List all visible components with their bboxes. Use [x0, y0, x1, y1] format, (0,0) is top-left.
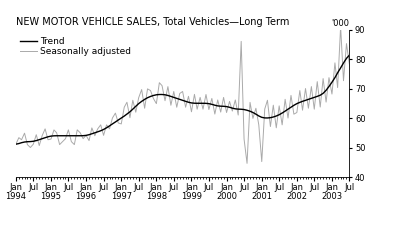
Legend: Trend, Seasonally adjusted: Trend, Seasonally adjusted: [20, 37, 131, 56]
Text: '000: '000: [331, 19, 349, 28]
Text: NEW MOTOR VEHICLE SALES, Total Vehicles—Long Term: NEW MOTOR VEHICLE SALES, Total Vehicles—…: [16, 17, 289, 27]
